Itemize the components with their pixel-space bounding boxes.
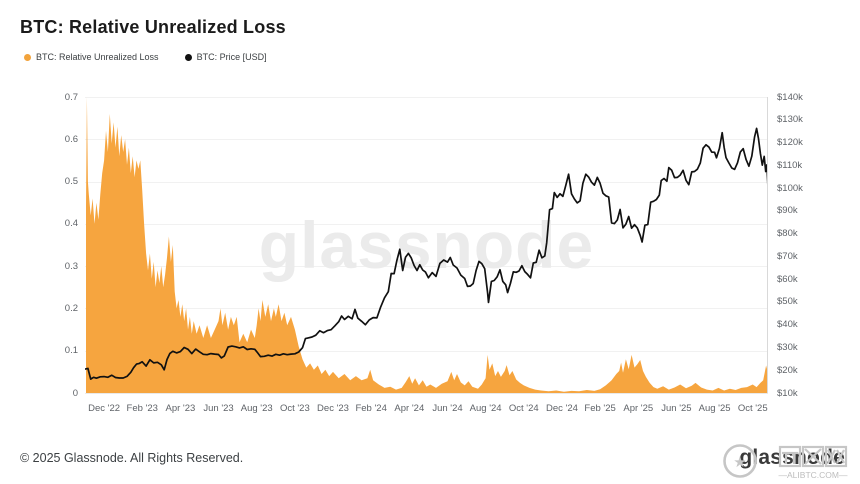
btc-price-line-series[interactable] [85, 127, 768, 380]
legend-item-price[interactable]: BTC: Price [USD] [184, 52, 267, 62]
x-axis-tick: Oct '24 [508, 403, 539, 414]
footer-copyright: © 2025 Glassnode. All Rights Reserved. [20, 451, 244, 465]
y-axis-right-tick: $60k [777, 273, 798, 285]
y-axis-left-tick: 0.1 [64, 345, 78, 357]
y-axis-right-tick: $70k [777, 250, 798, 262]
legend-item-relative-unrealized-loss[interactable]: BTC: Relative Unrealized Loss [24, 52, 159, 62]
x-axis-tick: Aug '23 [240, 403, 273, 414]
y-axis-right-tick: $130k [777, 114, 803, 126]
y-axis-right-tick: $90k [777, 205, 798, 217]
y-axis-right-tick: $80k [777, 228, 798, 240]
legend-label-price: BTC: Price [USD] [196, 52, 267, 62]
x-axis-tick: Aug '25 [698, 403, 731, 414]
x-axis-tick: Dec '23 [317, 403, 349, 414]
x-axis-tick: Dec '22 [88, 403, 121, 414]
x-axis-tick: Jun '23 [203, 403, 234, 414]
y-axis-left-tick: 0 [72, 387, 78, 399]
y-axis-left-tick: 0.2 [64, 302, 78, 314]
gridline [85, 393, 768, 394]
y-axis-left-tick: 0.4 [64, 218, 78, 230]
alibtc-url-text: —ALIBTC.COM— [779, 470, 848, 480]
x-axis-tick: Jun '25 [661, 403, 692, 414]
gridline [85, 181, 768, 183]
gridline [85, 223, 768, 225]
x-axis-tick: Apr '24 [394, 403, 425, 414]
chart-plot[interactable] [85, 97, 768, 393]
y-axis-left-tick: 0.6 [64, 133, 78, 145]
x-axis-tick: Apr '23 [165, 403, 196, 414]
gridline [85, 308, 768, 310]
legend: BTC: Relative Unrealized Loss BTC: Price… [24, 52, 267, 62]
gridline [85, 350, 768, 352]
x-axis-tick: Oct '25 [737, 403, 768, 414]
gridline [85, 139, 768, 141]
legend-label-relative-unrealized-loss: BTC: Relative Unrealized Loss [36, 52, 159, 62]
legend-dot-black-icon [184, 53, 192, 61]
gridline [85, 266, 768, 268]
x-axis-tick: Feb '23 [126, 403, 158, 414]
y-axis-right-tick: $50k [777, 296, 798, 308]
x-axis-tick: Dec '24 [545, 403, 578, 414]
y-axis-right-tick: $40k [777, 319, 798, 331]
x-axis-tick: Oct '23 [279, 403, 310, 414]
x-axis-tick: Feb '24 [355, 403, 387, 414]
legend-dot-orange-icon [24, 53, 31, 61]
x-axis-tick: Aug '24 [469, 403, 502, 414]
x-axis-tick: Jun '24 [432, 403, 463, 414]
y-axis-left-tick: 0.7 [64, 91, 78, 103]
y-axis-right-tick: $140k [777, 91, 803, 103]
plot-right-border [767, 97, 768, 393]
x-axis-tick: Apr '25 [623, 403, 654, 414]
y-axis-right-tick: $20k [777, 364, 798, 376]
y-axis-right-tick: $10k [777, 387, 798, 399]
glassnode-logo: glassnode [739, 446, 845, 469]
y-axis-right-tick: $110k [777, 159, 803, 171]
y-axis-right-tick: $30k [777, 341, 798, 353]
y-axis-left-tick: 0.3 [64, 260, 78, 272]
y-axis-right-tick: $100k [777, 182, 803, 194]
gridline [85, 97, 768, 98]
y-axis-left-tick: 0.5 [64, 176, 78, 188]
x-axis-tick: Feb '25 [584, 403, 616, 414]
y-axis-right-tick: $120k [777, 137, 803, 149]
page-title: BTC: Relative Unrealized Loss [20, 17, 286, 37]
